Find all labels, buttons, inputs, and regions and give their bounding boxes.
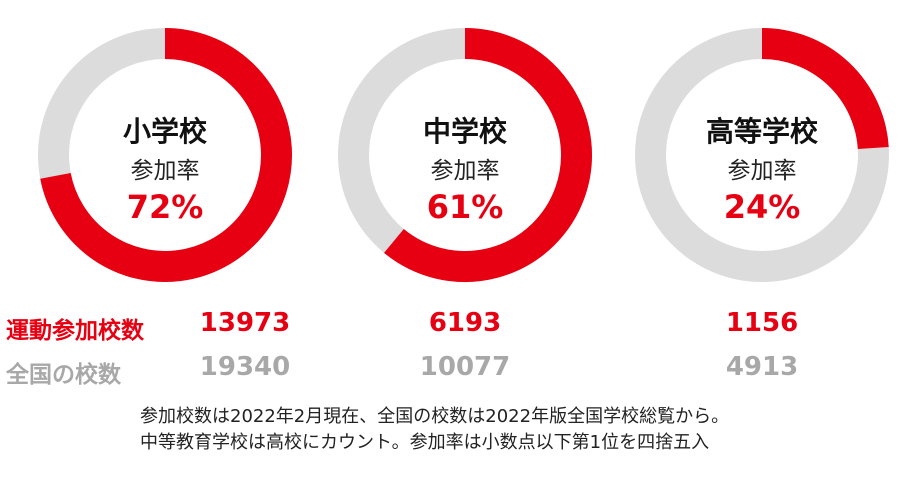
elementary-participating-count: 13973 [199, 308, 291, 338]
high-school-participating-slice [761, 28, 889, 150]
participating-schools-label: 運動参加校数 [6, 318, 144, 344]
elementary-rate-label: 参加率 [131, 158, 200, 184]
high-school-title: 高等学校 [706, 115, 819, 148]
high-school-rate-value: 24% [724, 188, 801, 226]
elementary-total-count: 19340 [199, 352, 291, 382]
footnote-line-2: 中等教育学校は高校にカウント。参加率は小数点以下第1位を四捨五入 [140, 432, 710, 453]
junior-high-rate-label: 参加率 [431, 158, 500, 184]
elementary-title: 小学校 [123, 115, 208, 148]
junior-high-rate-value: 61% [427, 188, 504, 226]
high-school-total-count: 4913 [725, 352, 799, 382]
high-school-participating-count: 1156 [725, 308, 799, 338]
national-schools-label: 全国の校数 [6, 362, 121, 388]
junior-high-participating-count: 6193 [428, 308, 502, 338]
footnote-line-1: 参加校数は2022年2月現在、全国の校数は2022年版全国学校総覧から。 [140, 406, 730, 427]
elementary-rate-value: 72% [127, 188, 204, 226]
elementary-participating-slice [40, 28, 292, 282]
junior-high-total-count: 10077 [419, 352, 511, 382]
junior-high-title: 中学校 [423, 115, 508, 148]
high-school-rate-label: 参加率 [728, 158, 797, 184]
footnote: 参加校数は2022年2月現在、全国の校数は2022年版全国学校総覧から。 中等教… [140, 404, 895, 456]
junior-high-participating-slice [384, 28, 592, 282]
